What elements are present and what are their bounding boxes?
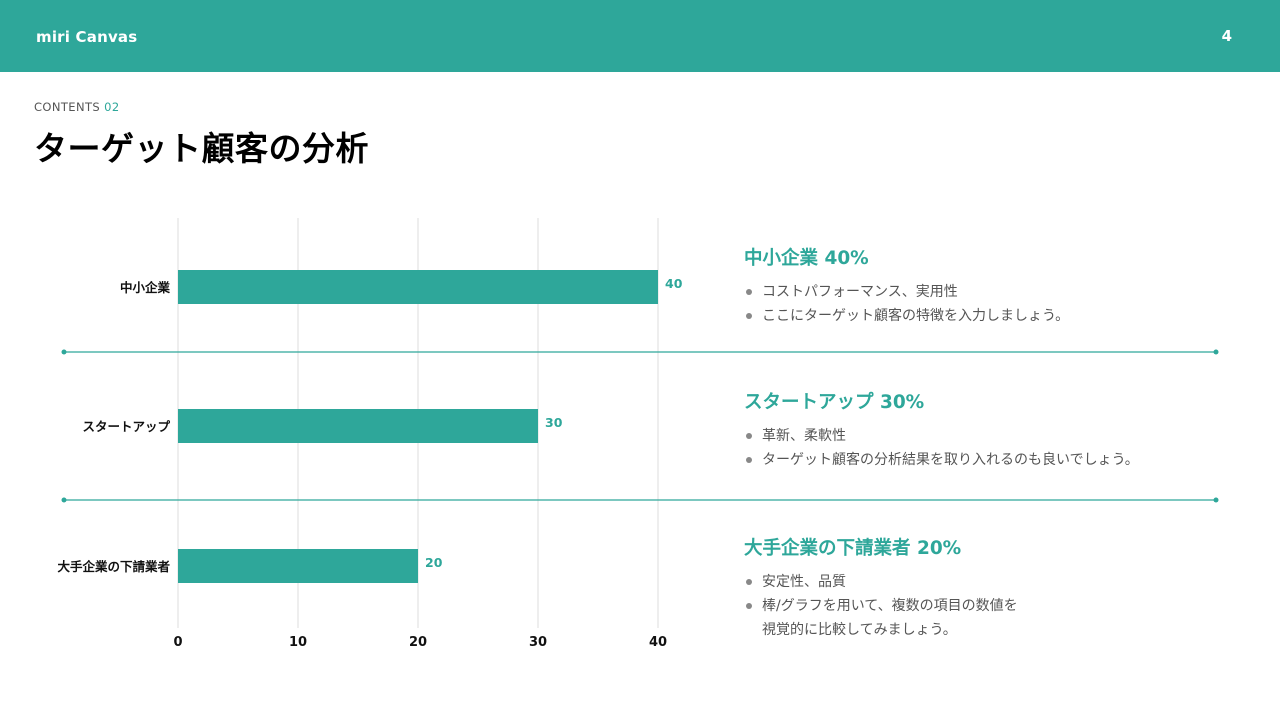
data-label: 30 [545, 415, 563, 430]
bullet-item: 安定性、品質 [744, 570, 1204, 594]
data-label: 40 [665, 276, 683, 291]
segment-bullets: 革新、柔軟性 ターゲット顧客の分析結果を取り入れるのも良いでしょう。 [744, 424, 1204, 472]
segment-description-2: スタートアップ 30% 革新、柔軟性 ターゲット顧客の分析結果を取り入れるのも良… [744, 388, 1204, 472]
x-tick-label: 30 [529, 635, 547, 650]
segment-bullets: コストパフォーマンス、実用性 ここにターゲット顧客の特徴を入力しましょう。 [744, 280, 1204, 328]
miricanvas-logo: miri Canvas [36, 28, 138, 46]
data-label: 20 [425, 555, 443, 570]
bullet-item: 棒/グラフを用いて、複数の項目の数値を 視覚的に比較してみましょう。 [744, 594, 1204, 642]
category-label: 大手企業の下請業者 [57, 559, 170, 574]
x-tick-label: 0 [173, 635, 182, 650]
bullet-item: 革新、柔軟性 [744, 424, 1204, 448]
page-title: ターゲット顧客の分析 [34, 129, 369, 168]
segment-heading: スタートアップ 30% [744, 392, 925, 413]
bar [178, 549, 418, 583]
separator-dot [61, 497, 67, 503]
segment-heading: 中小企業 40% [744, 248, 869, 269]
x-tick-label: 10 [289, 635, 307, 650]
segment-heading: 大手企業の下請業者 20% [744, 538, 962, 559]
separator-dot [61, 349, 67, 355]
section-label-text: CONTENTS [34, 100, 101, 114]
section-label: CONTENTS 02 [34, 100, 120, 114]
page-number: 4 [1221, 27, 1232, 45]
top-bar: miri Canvas 4 [0, 0, 1280, 72]
category-label: スタートアップ [82, 419, 170, 434]
section-number: 02 [104, 100, 120, 114]
bar [178, 270, 658, 304]
segment-description-3: 大手企業の下請業者 20% 安定性、品質 棒/グラフを用いて、複数の項目の数値を… [744, 534, 1204, 642]
x-tick-label: 40 [649, 635, 667, 650]
separator-dot [1213, 497, 1219, 503]
bullet-item: ターゲット顧客の分析結果を取り入れるのも良いでしょう。 [744, 448, 1204, 472]
segment-description-1: 中小企業 40% コストパフォーマンス、実用性 ここにターゲット顧客の特徴を入力… [744, 244, 1204, 328]
bar [178, 409, 538, 443]
x-tick-label: 20 [409, 635, 427, 650]
bullet-item: コストパフォーマンス、実用性 [744, 280, 1204, 304]
segment-bullets: 安定性、品質 棒/グラフを用いて、複数の項目の数値を 視覚的に比較してみましょう… [744, 570, 1204, 642]
separator-dot [1213, 349, 1219, 355]
category-label: 中小企業 [120, 280, 171, 295]
bullet-item: ここにターゲット顧客の特徴を入力しましょう。 [744, 304, 1204, 328]
